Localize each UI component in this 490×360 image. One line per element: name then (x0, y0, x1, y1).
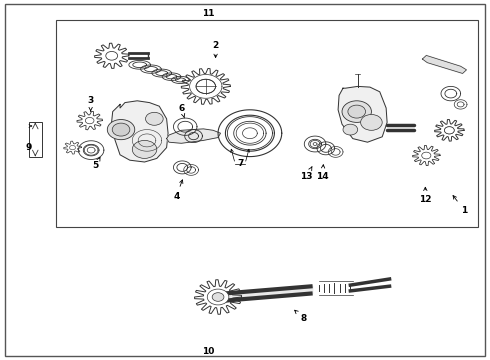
Text: 10: 10 (202, 346, 215, 356)
Circle shape (70, 145, 75, 150)
Circle shape (361, 114, 382, 130)
Text: 3: 3 (88, 96, 94, 111)
Bar (56, 20, 478, 227)
Text: 5: 5 (93, 157, 100, 170)
Circle shape (132, 140, 157, 158)
Circle shape (342, 101, 371, 122)
Text: 14: 14 (316, 165, 329, 181)
Text: 8: 8 (294, 310, 307, 323)
Circle shape (112, 123, 130, 136)
Circle shape (207, 289, 229, 305)
Text: 7: 7 (237, 159, 244, 168)
Text: 13: 13 (300, 167, 313, 181)
Text: 6: 6 (178, 104, 185, 118)
Text: 2: 2 (213, 41, 219, 58)
Circle shape (196, 79, 216, 94)
Circle shape (212, 293, 224, 301)
Circle shape (107, 120, 135, 140)
Polygon shape (111, 101, 168, 162)
Circle shape (343, 124, 358, 135)
Circle shape (348, 105, 366, 118)
Circle shape (444, 127, 454, 134)
Circle shape (146, 112, 163, 125)
Text: 4: 4 (173, 180, 183, 201)
Circle shape (210, 291, 226, 303)
Text: 11: 11 (202, 9, 215, 18)
Polygon shape (338, 86, 387, 142)
Circle shape (106, 51, 118, 60)
Text: 9: 9 (25, 143, 32, 152)
Text: 1: 1 (453, 195, 467, 215)
Text: 12: 12 (419, 187, 432, 204)
Polygon shape (167, 129, 220, 143)
Bar (29, 122, 42, 157)
Circle shape (422, 152, 431, 159)
Polygon shape (225, 286, 313, 301)
Polygon shape (422, 55, 466, 73)
Circle shape (444, 127, 454, 134)
Circle shape (85, 117, 94, 124)
